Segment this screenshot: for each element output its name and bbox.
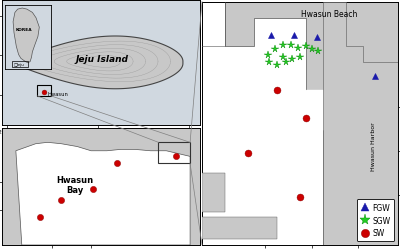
Bar	[12, 61, 28, 68]
Text: Hwasun
Bay: Hwasun Bay	[57, 175, 94, 195]
Polygon shape	[306, 91, 346, 245]
Polygon shape	[16, 143, 190, 245]
Bar	[158, 143, 190, 164]
Polygon shape	[17, 37, 183, 90]
Polygon shape	[202, 2, 323, 245]
Text: Jeju Island: Jeju Island	[76, 55, 129, 64]
Text: Hwasun: Hwasun	[48, 91, 68, 96]
Polygon shape	[202, 173, 225, 212]
Text: KOREA: KOREA	[16, 28, 32, 32]
Polygon shape	[2, 129, 200, 245]
Legend: FGW, SGW, SW: FGW, SGW, SW	[357, 199, 394, 241]
Bar	[37, 86, 51, 96]
Text: Hwasun Beach: Hwasun Beach	[301, 10, 357, 19]
Polygon shape	[202, 218, 277, 240]
Polygon shape	[323, 2, 398, 245]
Polygon shape	[202, 2, 398, 245]
Polygon shape	[202, 118, 242, 245]
Polygon shape	[13, 9, 39, 64]
Text: □Jeju: □Jeju	[13, 62, 24, 66]
Text: Hwasun Harbor: Hwasun Harbor	[372, 122, 376, 170]
